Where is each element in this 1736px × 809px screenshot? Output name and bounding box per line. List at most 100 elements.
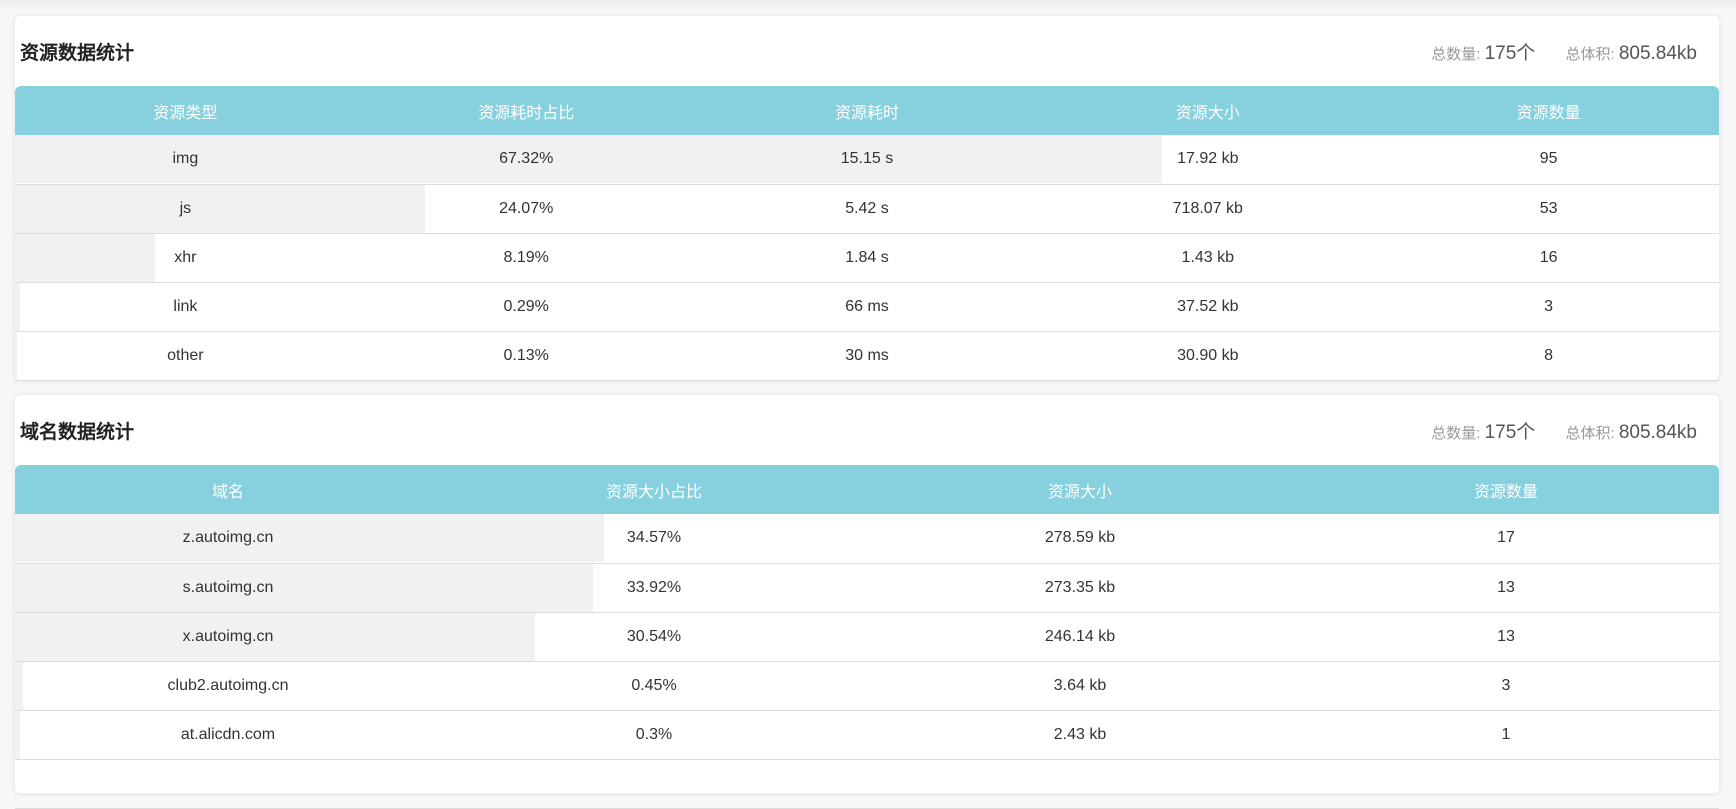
ratio-bar xyxy=(15,514,605,562)
column-header[interactable]: 资源耗时 xyxy=(696,86,1038,135)
ratio-text: 0.3% xyxy=(635,725,673,743)
table-row[interactable]: z.autoimg.cn 34.57% 278.59 kb 17 xyxy=(15,514,1719,563)
table-row[interactable]: link 0.29% 66 ms 37.52 kb 3 xyxy=(15,282,1719,331)
cell-time: 30 ms xyxy=(697,331,1038,380)
total-count-value: 175个 xyxy=(1484,421,1536,443)
time-text: 30 ms xyxy=(845,346,889,364)
cell-count: 8 xyxy=(1378,331,1719,380)
count-text: 53 xyxy=(1539,199,1558,217)
cell-size: 3.64 kb xyxy=(867,661,1293,710)
size-text: 273.35 kb xyxy=(1044,578,1116,596)
ratio-bar xyxy=(15,184,426,233)
time-text: 1.84 s xyxy=(845,248,889,266)
cell-ratio: 8.19% xyxy=(356,233,697,282)
time-text: 66 ms xyxy=(845,297,889,315)
ratio-bar xyxy=(15,135,1163,183)
ratio-bar xyxy=(15,331,18,380)
count-text: 8 xyxy=(1544,346,1554,364)
domain-text: at.alicdn.com xyxy=(180,725,276,743)
table-row[interactable] xyxy=(15,759,1719,808)
cell-size: 278.59 kb xyxy=(867,514,1293,563)
ratio-text: 8.19% xyxy=(503,248,549,266)
table-row[interactable]: img 67.32% 15.15 s 17.92 kb 95 xyxy=(15,135,1719,184)
ratio-bar xyxy=(15,710,21,759)
column-header[interactable]: 资源大小占比 xyxy=(441,465,867,514)
cell-ratio: 30.54% xyxy=(441,612,867,661)
total-size-value: 805.84kb xyxy=(1618,421,1697,443)
table-row[interactable]: club2.autoimg.cn 0.45% 3.64 kb 3 xyxy=(15,661,1719,710)
cell-time: 66 ms xyxy=(697,282,1038,331)
domain-stats-card: 域名数据统计 总数量: 175个 总体积: 805.84kb 域名 资源大小占比… xyxy=(14,394,1720,808)
cell-time: 1.84 s xyxy=(697,233,1038,282)
cell-size: 30.90 kb xyxy=(1037,331,1378,380)
count-text: 13 xyxy=(1497,627,1515,645)
column-header[interactable]: 资源数量 xyxy=(1378,86,1719,135)
ratio-text: 30.54% xyxy=(626,627,682,645)
cell-time: 15.15 s xyxy=(697,135,1038,184)
size-text: 246.14 kb xyxy=(1044,627,1116,645)
ratio-bar xyxy=(15,661,23,710)
cell-domain: club2.autoimg.cn xyxy=(15,661,441,710)
size-text: 37.52 kb xyxy=(1177,297,1239,315)
ratio-text: 34.57% xyxy=(626,529,682,547)
ratio-bar xyxy=(15,282,20,331)
domain-summary: 总数量: 175个 总体积: 805.84kb xyxy=(1431,417,1697,444)
total-count-label: 总数量: xyxy=(1431,424,1481,442)
column-header[interactable]: 资源类型 xyxy=(15,86,356,135)
cell-domain: x.autoimg.cn xyxy=(15,612,536,661)
count-text: 1 xyxy=(1501,725,1511,743)
resource-table: 资源类型 资源耗时占比 资源耗时 资源大小 资源数量 img 67.32% 15.1… xyxy=(15,86,1719,430)
cell-size: 718.07 kb xyxy=(1037,184,1378,233)
cell-ratio: 67.32% xyxy=(356,135,697,184)
ratio-text: 33.92% xyxy=(626,578,682,596)
resource-stats-card: 资源数据统计 总数量: 175个 总体积: 805.84kb 资源类型 资源耗时… xyxy=(14,15,1720,429)
cell-count: 13 xyxy=(1293,612,1719,661)
domain-table: 域名 资源大小占比 资源大小 资源数量 z.autoimg.cn 34.57% 27… xyxy=(15,465,1719,809)
count-text: 17 xyxy=(1497,529,1515,547)
column-header[interactable]: 资源大小 xyxy=(1037,86,1379,135)
previous-card-edge xyxy=(0,0,1736,10)
time-text: 5.42 s xyxy=(845,199,889,217)
ratio-text: 0.29% xyxy=(503,297,549,315)
total-count-value: 175个 xyxy=(1484,42,1536,64)
domain-text: z.autoimg.cn xyxy=(182,529,274,547)
resource-stats-title: 资源数据统计 xyxy=(20,42,135,64)
count-text: 95 xyxy=(1539,150,1558,168)
table-row[interactable]: xhr 8.19% 1.84 s 1.43 kb 16 xyxy=(15,233,1719,282)
table-row[interactable]: other 0.13% 30 ms 30.90 kb 8 xyxy=(15,331,1719,380)
domain-text: s.autoimg.cn xyxy=(182,578,274,596)
count-text: 13 xyxy=(1497,578,1515,596)
column-header[interactable]: 资源大小 xyxy=(867,465,1293,514)
total-size-value: 805.84kb xyxy=(1618,42,1697,64)
size-text: 1.43 kb xyxy=(1181,248,1235,266)
cell-time: 5.42 s xyxy=(697,184,1038,233)
cell-count: 13 xyxy=(1293,563,1719,612)
cell-size: 2.43 kb xyxy=(867,710,1293,759)
cell-domain: s.autoimg.cn xyxy=(15,563,593,612)
cell-size: 37.52 kb xyxy=(1037,282,1378,331)
ratio-text: 0.13% xyxy=(503,346,549,364)
type-text: xhr xyxy=(174,248,197,266)
column-header[interactable]: 资源数量 xyxy=(1293,465,1719,514)
cell-size: 1.43 kb xyxy=(1037,233,1378,282)
size-text: 17.92 kb xyxy=(1177,150,1239,168)
cell-size: 273.35 kb xyxy=(867,563,1293,612)
column-header[interactable]: 域名 xyxy=(15,465,441,514)
column-header[interactable]: 资源耗时占比 xyxy=(355,86,697,135)
cell-type: js xyxy=(15,184,426,233)
cell-count: 3 xyxy=(1378,282,1719,331)
count-text: 3 xyxy=(1544,297,1554,315)
cell-ratio: 0.13% xyxy=(356,331,697,380)
table-row[interactable]: at.alicdn.com 0.3% 2.43 kb 1 xyxy=(15,710,1719,759)
cell-size: 17.92 kb xyxy=(1037,135,1378,184)
size-text: 718.07 kb xyxy=(1172,199,1243,217)
table-row[interactable]: x.autoimg.cn 30.54% 246.14 kb 13 xyxy=(15,612,1719,661)
table-row[interactable]: s.autoimg.cn 33.92% 273.35 kb 13 xyxy=(15,563,1719,612)
cell-domain: at.alicdn.com xyxy=(15,710,441,759)
table-row[interactable]: js 24.07% 5.42 s 718.07 kb 53 xyxy=(15,184,1719,233)
cell-domain: z.autoimg.cn xyxy=(15,514,605,563)
cell-count: 3 xyxy=(1293,661,1719,710)
cell-type: other xyxy=(15,331,356,380)
ratio-text: 67.32% xyxy=(499,150,554,168)
cell-ratio: 0.3% xyxy=(441,710,867,759)
